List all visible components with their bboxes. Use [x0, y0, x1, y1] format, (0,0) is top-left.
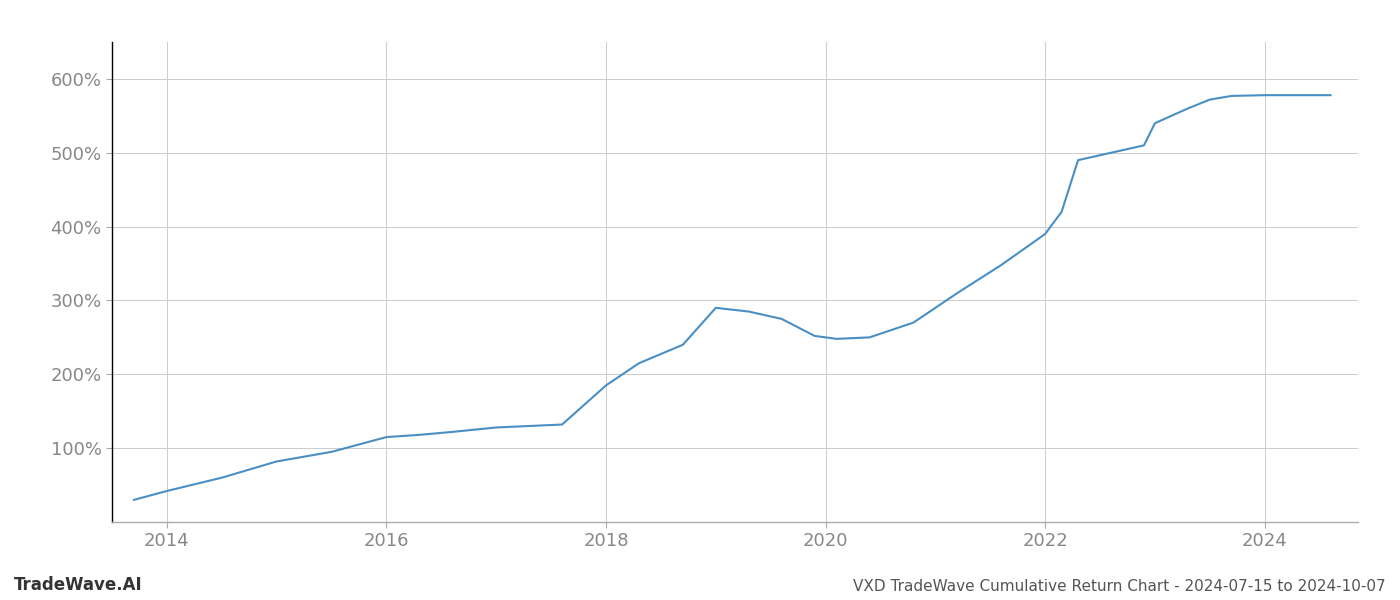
Text: VXD TradeWave Cumulative Return Chart - 2024-07-15 to 2024-10-07: VXD TradeWave Cumulative Return Chart - … [854, 579, 1386, 594]
Text: TradeWave.AI: TradeWave.AI [14, 576, 143, 594]
